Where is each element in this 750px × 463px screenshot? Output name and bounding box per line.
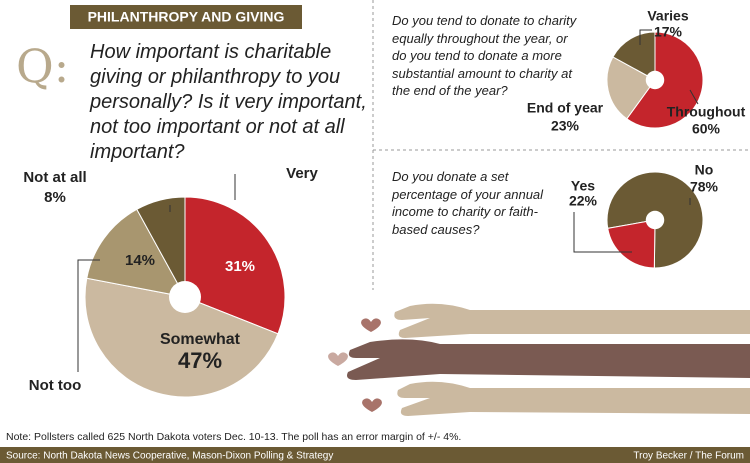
donut-hole xyxy=(645,210,665,230)
donut-hole xyxy=(169,281,201,313)
legend-label: Throughout xyxy=(667,104,746,120)
header: PHILANTHROPY AND GIVING xyxy=(88,9,285,25)
data-label: 22% xyxy=(569,193,598,209)
donut-hole xyxy=(645,70,665,90)
data-label: 78% xyxy=(690,179,719,195)
legend-label: Not too xyxy=(29,377,81,394)
credit: Troy Becker / The Forum xyxy=(633,451,744,462)
legend-label: Not at all xyxy=(23,169,86,186)
legend-label: No xyxy=(695,162,714,178)
data-label: 47% xyxy=(178,348,222,373)
data-label: 31% xyxy=(225,258,255,275)
legend-label: Varies xyxy=(647,8,688,24)
pie-slice xyxy=(136,196,186,298)
pie-slice xyxy=(626,31,704,129)
legend-label: Somewhat xyxy=(160,331,241,348)
legend-label: Very xyxy=(286,165,318,182)
pie-slice xyxy=(84,277,279,398)
hands-illustration xyxy=(328,303,750,416)
data-label: 23% xyxy=(551,118,580,134)
leader-line xyxy=(77,259,100,372)
legend-label: Yes xyxy=(571,178,595,194)
pie-slice xyxy=(607,219,656,269)
leader-line xyxy=(639,29,652,45)
note: Note: Pollsters called 625 North Dakota … xyxy=(6,431,461,443)
chart-title: Do you donate a set percentage of your a… xyxy=(392,169,544,237)
pie-slice xyxy=(612,31,656,81)
pie-slice xyxy=(184,196,286,335)
source: Source: North Dakota News Cooperative, M… xyxy=(6,451,333,462)
legend-label: End of year xyxy=(527,100,604,116)
leader-line xyxy=(573,212,632,253)
pie-slice xyxy=(86,208,186,298)
data-label: 60% xyxy=(692,121,721,137)
question-mark: Q: xyxy=(16,39,69,93)
data-label: 17% xyxy=(654,24,683,40)
chart-title: Do you tend to donate to charity equally… xyxy=(392,13,577,98)
leader-line xyxy=(689,89,699,105)
chart-title: How important is charitable giving or ph… xyxy=(90,41,367,163)
data-label: 8% xyxy=(44,189,66,206)
footer-bar xyxy=(0,447,750,463)
header-bar xyxy=(70,5,302,29)
pie-slice xyxy=(606,56,656,120)
data-label: 14% xyxy=(125,252,155,269)
